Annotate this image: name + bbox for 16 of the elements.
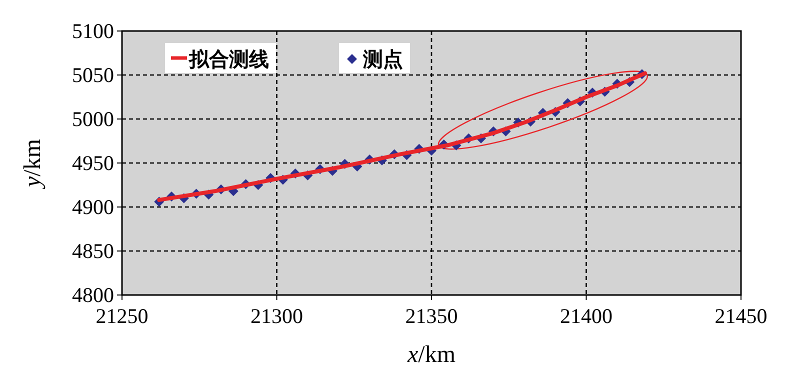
x-tick-label: 21350 [405, 304, 458, 328]
y-axis-title: y/km [20, 138, 46, 189]
x-tick-label: 21250 [96, 304, 148, 328]
x-tick-label: 21450 [714, 304, 768, 328]
y-tick-label: 5050 [72, 63, 114, 87]
x-axis-title: x/km [406, 342, 456, 368]
y-tick-label: 4800 [72, 283, 114, 307]
y-tick-label: 4900 [72, 195, 114, 219]
y-tick-label: 5100 [72, 19, 114, 43]
x-tick-label: 21400 [560, 304, 612, 328]
y-tick-label: 5000 [72, 107, 114, 131]
x-tick-label: 21300 [250, 304, 303, 328]
y-tick-label: 4850 [72, 239, 114, 263]
legend-label: 拟合测线 [188, 47, 269, 71]
y-tick-label: 4950 [72, 151, 114, 175]
legend-label: 测点 [362, 47, 403, 71]
